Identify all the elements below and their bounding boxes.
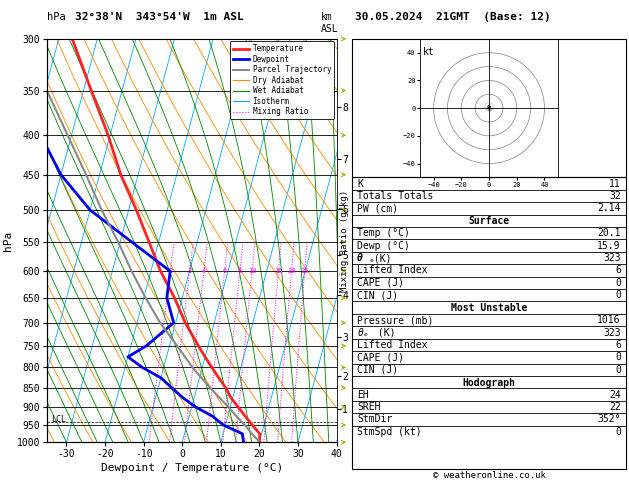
Text: 0: 0	[615, 365, 621, 375]
Text: 15.9: 15.9	[598, 241, 621, 251]
X-axis label: Dewpoint / Temperature (°C): Dewpoint / Temperature (°C)	[101, 463, 283, 473]
Text: Pressure (mb): Pressure (mb)	[357, 315, 433, 325]
Text: Surface: Surface	[469, 216, 509, 226]
Text: hPa: hPa	[47, 12, 66, 22]
Text: © weatheronline.co.uk: © weatheronline.co.uk	[433, 471, 545, 481]
Text: 22: 22	[609, 402, 621, 412]
Text: LCL: LCL	[51, 415, 66, 423]
Text: 0: 0	[615, 427, 621, 437]
Text: 11: 11	[609, 179, 621, 189]
Text: Lifted Index: Lifted Index	[357, 265, 428, 276]
Text: kt: kt	[423, 47, 434, 57]
Text: SREH: SREH	[357, 402, 381, 412]
Text: 352°: 352°	[598, 415, 621, 424]
Text: 32°38'N  343°54'W  1m ASL: 32°38'N 343°54'W 1m ASL	[75, 12, 244, 22]
Text: Totals Totals: Totals Totals	[357, 191, 433, 201]
Text: 8: 8	[238, 268, 242, 274]
Text: 30.05.2024  21GMT  (Base: 12): 30.05.2024 21GMT (Base: 12)	[355, 12, 551, 22]
Text: 6: 6	[223, 268, 227, 274]
Text: 16: 16	[274, 268, 283, 274]
Text: 1016: 1016	[598, 315, 621, 325]
Text: 20: 20	[287, 268, 296, 274]
Y-axis label: hPa: hPa	[3, 230, 13, 251]
Text: CIN (J): CIN (J)	[357, 290, 398, 300]
Text: 4: 4	[202, 268, 206, 274]
Text: 0: 0	[615, 352, 621, 363]
Text: StmDir: StmDir	[357, 415, 392, 424]
Text: CIN (J): CIN (J)	[357, 365, 398, 375]
Text: Hodograph: Hodograph	[462, 378, 516, 388]
Text: CAPE (J): CAPE (J)	[357, 278, 404, 288]
Text: ASL: ASL	[321, 24, 338, 34]
Text: km: km	[321, 12, 333, 22]
Text: 6: 6	[615, 340, 621, 350]
Text: CAPE (J): CAPE (J)	[357, 352, 404, 363]
Text: θₑ: θₑ	[357, 328, 369, 338]
Text: 3: 3	[187, 268, 192, 274]
Text: StmSpd (kt): StmSpd (kt)	[357, 427, 422, 437]
Text: PW (cm): PW (cm)	[357, 204, 398, 213]
Text: 10: 10	[248, 268, 256, 274]
Text: 2.14: 2.14	[598, 204, 621, 213]
Text: 2: 2	[168, 268, 172, 274]
Text: EH: EH	[357, 390, 369, 399]
Text: 25: 25	[301, 268, 309, 274]
Text: (K): (K)	[372, 328, 395, 338]
Text: 323: 323	[603, 253, 621, 263]
Text: 20.1: 20.1	[598, 228, 621, 238]
Text: 0: 0	[615, 290, 621, 300]
Text: Dewp (°C): Dewp (°C)	[357, 241, 410, 251]
Text: 6: 6	[615, 265, 621, 276]
Text: Lifted Index: Lifted Index	[357, 340, 428, 350]
Text: 323: 323	[603, 328, 621, 338]
Text: K: K	[357, 179, 363, 189]
Legend: Temperature, Dewpoint, Parcel Trajectory, Dry Adiabat, Wet Adiabat, Isotherm, Mi: Temperature, Dewpoint, Parcel Trajectory…	[230, 41, 334, 120]
Text: Mixing Ratio (g/kg): Mixing Ratio (g/kg)	[340, 190, 349, 292]
Text: Most Unstable: Most Unstable	[451, 303, 527, 313]
Text: 0: 0	[615, 278, 621, 288]
Text: 24: 24	[609, 390, 621, 399]
Text: θ: θ	[357, 253, 363, 263]
Text: Temp (°C): Temp (°C)	[357, 228, 410, 238]
Text: 32: 32	[609, 191, 621, 201]
Text: ₑ(K): ₑ(K)	[369, 253, 392, 263]
